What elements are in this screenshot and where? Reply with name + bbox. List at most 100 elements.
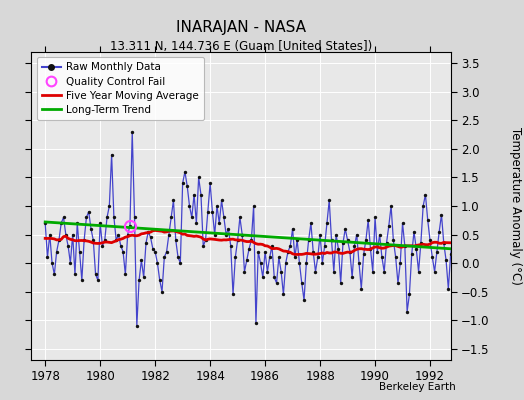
- Point: [144, 228, 152, 235]
- Point: [78, 277, 86, 283]
- Point: [233, 237, 242, 244]
- Point: [380, 268, 388, 275]
- Point: [190, 191, 198, 198]
- Point: [463, 268, 471, 275]
- Point: [82, 214, 91, 221]
- Point: [316, 231, 324, 238]
- Point: [478, 257, 487, 263]
- Point: [334, 246, 343, 252]
- Point: [185, 203, 194, 209]
- Point: [414, 268, 423, 275]
- Point: [149, 246, 157, 252]
- Point: [266, 254, 274, 260]
- Point: [346, 248, 354, 255]
- Point: [215, 220, 223, 226]
- Point: [309, 248, 318, 255]
- Point: [368, 268, 377, 275]
- Point: [268, 243, 276, 249]
- Point: [229, 291, 237, 298]
- Point: [313, 254, 322, 260]
- Point: [311, 268, 320, 275]
- Point: [518, 220, 524, 226]
- Point: [302, 260, 311, 266]
- Point: [307, 220, 315, 226]
- Point: [348, 274, 356, 280]
- Point: [275, 254, 283, 260]
- Point: [116, 243, 125, 249]
- Point: [192, 220, 201, 226]
- Point: [261, 248, 269, 255]
- Point: [433, 248, 441, 255]
- Point: [245, 246, 253, 252]
- Point: [387, 203, 395, 209]
- Point: [485, 231, 494, 238]
- Point: [455, 214, 464, 221]
- Point: [490, 266, 498, 272]
- Point: [48, 260, 56, 266]
- Text: 13.311 N, 144.736 E (Guam [United States]): 13.311 N, 144.736 E (Guam [United States…: [110, 40, 372, 53]
- Point: [66, 260, 74, 266]
- Point: [114, 231, 123, 238]
- Point: [181, 168, 189, 175]
- Point: [96, 220, 104, 226]
- Point: [501, 243, 510, 249]
- Point: [59, 214, 68, 221]
- Point: [467, 223, 475, 229]
- Point: [495, 220, 503, 226]
- Point: [158, 288, 166, 295]
- Point: [336, 280, 345, 286]
- Point: [110, 214, 118, 221]
- Point: [451, 217, 460, 224]
- Point: [101, 237, 109, 244]
- Point: [428, 254, 436, 260]
- Point: [201, 237, 210, 244]
- Point: [236, 214, 244, 221]
- Point: [188, 214, 196, 221]
- Point: [476, 274, 485, 280]
- Point: [263, 268, 271, 275]
- Point: [504, 271, 512, 278]
- Point: [343, 237, 352, 244]
- Point: [288, 226, 297, 232]
- Point: [508, 208, 517, 215]
- Point: [249, 203, 258, 209]
- Point: [506, 254, 515, 260]
- Point: [353, 231, 361, 238]
- Point: [204, 208, 212, 215]
- Point: [474, 246, 482, 252]
- Point: [194, 174, 203, 181]
- Point: [318, 260, 326, 266]
- Point: [398, 220, 407, 226]
- Point: [499, 226, 508, 232]
- Point: [128, 129, 136, 135]
- Point: [408, 251, 416, 258]
- Point: [176, 260, 184, 266]
- Point: [105, 203, 114, 209]
- Point: [481, 186, 489, 192]
- Point: [57, 220, 66, 226]
- Point: [405, 291, 413, 298]
- Point: [373, 248, 381, 255]
- Point: [281, 260, 290, 266]
- Point: [293, 237, 301, 244]
- Point: [401, 243, 409, 249]
- Point: [162, 248, 171, 255]
- Point: [171, 237, 180, 244]
- Point: [438, 211, 446, 218]
- Point: [453, 191, 462, 198]
- Point: [64, 243, 72, 249]
- Point: [394, 280, 402, 286]
- Point: [73, 220, 81, 226]
- Point: [89, 237, 97, 244]
- Point: [357, 286, 366, 292]
- Point: [339, 240, 347, 246]
- Point: [241, 268, 249, 275]
- Point: [256, 260, 265, 266]
- Point: [497, 197, 505, 204]
- Y-axis label: Temperature Anomaly (°C): Temperature Anomaly (°C): [509, 127, 522, 285]
- Point: [298, 280, 306, 286]
- Point: [383, 240, 391, 246]
- Point: [440, 240, 448, 246]
- Point: [362, 237, 370, 244]
- Point: [54, 237, 63, 244]
